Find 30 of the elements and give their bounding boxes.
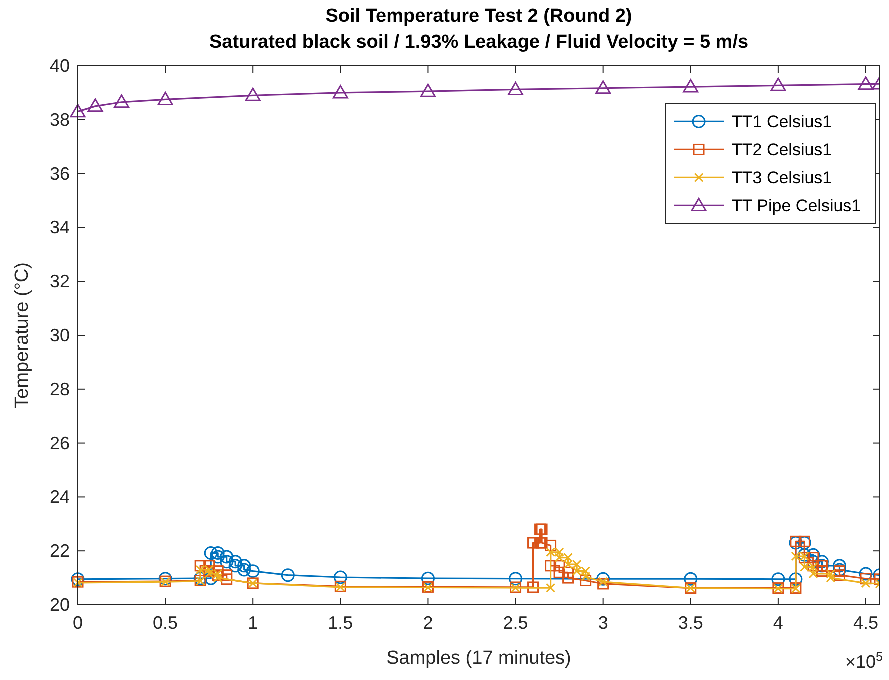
text: ×10$^{5}$ bbox=[845, 650, 883, 672]
x-tick-label: 0.5 bbox=[153, 613, 178, 633]
y-tick-label: 36 bbox=[50, 164, 70, 184]
legend-label: TT Pipe Celsius1 bbox=[732, 196, 862, 216]
y-tick-label: 22 bbox=[50, 541, 70, 562]
x-axis-title: Samples (17 minutes) bbox=[386, 648, 572, 669]
y-tick-label: 38 bbox=[50, 110, 70, 130]
legend-label: TT1 Celsius1 bbox=[732, 112, 832, 132]
x-tick-label: 1.5 bbox=[328, 613, 354, 633]
legend-label: TT2 Celsius1 bbox=[732, 140, 832, 160]
chart-subtitle: Saturated black soil / 1.93% Leakage / Fluid Velocity = 5 m/s bbox=[209, 32, 749, 53]
x-tick-label: 3 bbox=[598, 613, 608, 633]
y-tick-label: 20 bbox=[50, 595, 70, 615]
y-axis-title: Temperature (°C) bbox=[12, 262, 33, 408]
y-tick-label: 40 bbox=[50, 56, 70, 76]
x-tick-label: 3.5 bbox=[678, 613, 704, 633]
y-tick-label: 34 bbox=[50, 218, 70, 238]
x-tick-label: 2.5 bbox=[503, 613, 528, 633]
y-tick-label: 32 bbox=[50, 272, 70, 292]
x-tick-label: 2 bbox=[423, 613, 434, 633]
legend-label: TT3 Celsius1 bbox=[732, 168, 832, 188]
x-tick-label: 4.5 bbox=[853, 613, 879, 633]
x-tick-label: 0 bbox=[72, 613, 84, 633]
y-tick-label: 30 bbox=[50, 326, 70, 346]
y-tick-label: 28 bbox=[50, 379, 70, 400]
x-tick-label: 1 bbox=[248, 613, 258, 633]
x-tick-label: 4 bbox=[773, 613, 784, 633]
y-tick-label: 24 bbox=[50, 487, 70, 508]
chart-title: Soil Temperature Test 2 (Round 2) bbox=[326, 6, 632, 27]
y-tick-label: 26 bbox=[50, 433, 70, 454]
